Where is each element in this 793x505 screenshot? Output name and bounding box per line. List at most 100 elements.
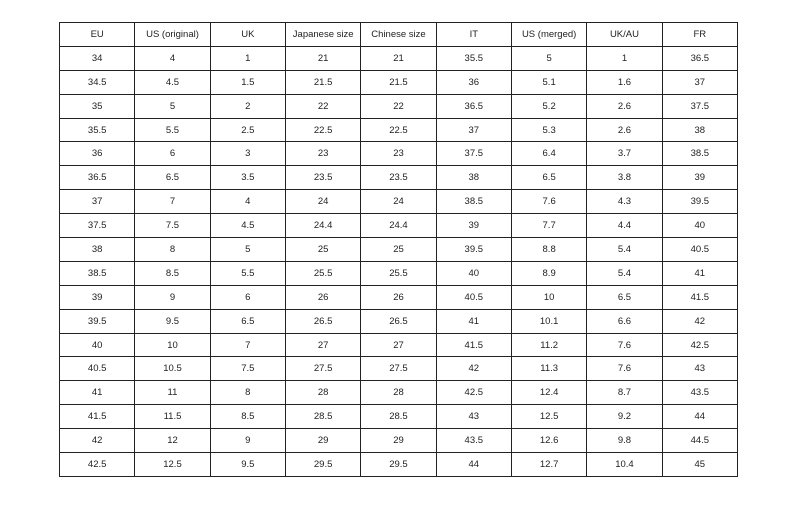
table-cell: 41 <box>58 380 136 406</box>
table-cell: 11.2 <box>510 332 588 358</box>
table-cell: 6 <box>134 141 211 167</box>
table-cell: 7.7 <box>510 213 588 239</box>
table-cell: 6.4 <box>510 141 588 167</box>
table-cell: 4 <box>134 45 211 71</box>
table-cell: 22.5 <box>360 117 437 143</box>
table-cell: 11.3 <box>510 356 588 382</box>
table-cell: 22 <box>360 93 437 119</box>
table-cell: 35.5 <box>435 45 512 71</box>
table-cell: 45 <box>661 452 739 477</box>
table-cell: 28 <box>284 380 362 406</box>
table-cell: 4.5 <box>134 69 211 95</box>
table-cell: 34.5 <box>58 69 136 95</box>
table-cell: 39 <box>58 284 136 310</box>
table-cell: 35 <box>58 93 136 119</box>
table-cell: 43 <box>435 404 512 430</box>
table-cell: 40.5 <box>661 237 739 262</box>
table-cell: 7 <box>209 332 286 358</box>
table-cell: 5.3 <box>510 117 588 143</box>
table-cell: 23.5 <box>360 165 437 191</box>
table-cell: 42.5 <box>435 380 512 406</box>
table-cell: 10.1 <box>510 308 588 334</box>
table-cell: 37.5 <box>58 213 136 239</box>
table-cell: 2 <box>209 93 286 119</box>
table-cell: 36.5 <box>661 45 739 71</box>
table-row: 38 8 5 25 25 39.5 8.8 5.4 40.5 <box>58 237 739 262</box>
table-cell: 9.8 <box>586 428 663 454</box>
table-cell: 21 <box>284 45 362 71</box>
table-cell: 12.5 <box>134 452 211 477</box>
table-cell: 38 <box>58 237 136 262</box>
table-cell: 8.5 <box>209 404 286 430</box>
table-cell: 12.7 <box>510 452 588 477</box>
table-cell: 26 <box>360 284 437 310</box>
table-cell: 23 <box>284 141 362 167</box>
table-cell: 24 <box>360 189 437 215</box>
table-cell: 34 <box>58 45 136 71</box>
table-cell: 27.5 <box>360 356 437 382</box>
table-cell: 5.4 <box>586 260 663 286</box>
table-cell: 38.5 <box>661 141 739 167</box>
table-cell: 2.6 <box>586 117 663 143</box>
table-cell: 40 <box>435 260 512 286</box>
table-cell: 37 <box>58 189 136 215</box>
table-cell: 43.5 <box>661 380 739 406</box>
table-cell: 7.6 <box>510 189 588 215</box>
shoe-size-table: EU US (original) UK Japanese size Chinese si… <box>58 22 739 477</box>
column-header: UK <box>209 22 286 47</box>
column-header: UK/AU <box>586 22 663 47</box>
table-cell: 7.5 <box>209 356 286 382</box>
table-cell: 8.9 <box>510 260 588 286</box>
table-cell: 41 <box>661 260 739 286</box>
table-cell: 3 <box>209 141 286 167</box>
table-cell: 24 <box>284 189 362 215</box>
table-cell: 29.5 <box>284 452 362 477</box>
table-row: 40 10 7 27 27 41.5 11.2 7.6 42.5 <box>58 332 739 358</box>
column-header: IT <box>435 22 512 47</box>
column-header: FR <box>661 22 739 47</box>
table-cell: 27 <box>360 332 437 358</box>
table-cell: 5 <box>134 93 211 119</box>
table-cell: 26 <box>284 284 362 310</box>
table-cell: 21 <box>360 45 437 71</box>
table-cell: 37 <box>435 117 512 143</box>
table-cell: 38 <box>435 165 512 191</box>
table-cell: 4 <box>209 189 286 215</box>
table-cell: 10.4 <box>586 452 663 477</box>
table-cell: 10 <box>134 332 211 358</box>
table-cell: 24.4 <box>284 213 362 239</box>
table-cell: 6 <box>209 284 286 310</box>
table-cell: 11.5 <box>134 404 211 430</box>
table-cell: 6.5 <box>586 284 663 310</box>
table-cell: 3.5 <box>209 165 286 191</box>
table-row: 37 7 4 24 24 38.5 7.6 4.3 39.5 <box>58 189 739 215</box>
table-cell: 39.5 <box>661 189 739 215</box>
table-cell: 6.5 <box>510 165 588 191</box>
table-cell: 36 <box>58 141 136 167</box>
table-cell: 29 <box>284 428 362 454</box>
table-cell: 41 <box>435 308 512 334</box>
table-cell: 7.6 <box>586 356 663 382</box>
table-cell: 40 <box>58 332 136 358</box>
table-cell: 27.5 <box>284 356 362 382</box>
table-cell: 25 <box>360 237 437 262</box>
table-row: 34 4 1 21 21 35.5 5 1 36.5 <box>58 45 739 71</box>
table-cell: 25.5 <box>284 260 362 286</box>
table-cell: 10.5 <box>134 356 211 382</box>
table-cell: 29 <box>360 428 437 454</box>
table-cell: 6.6 <box>586 308 663 334</box>
table-cell: 10 <box>510 284 588 310</box>
table-cell: 9.5 <box>209 452 286 477</box>
table-cell: 1 <box>209 45 286 71</box>
table-cell: 40 <box>661 213 739 239</box>
table-cell: 22 <box>284 93 362 119</box>
table-row: 37.5 7.5 4.5 24.4 24.4 39 7.7 4.4 40 <box>58 213 739 239</box>
table-cell: 41.5 <box>661 284 739 310</box>
column-header: US (original) <box>134 22 211 47</box>
column-header: US (merged) <box>510 22 588 47</box>
column-header: Chinese size <box>360 22 437 47</box>
table-cell: 2.6 <box>586 93 663 119</box>
table-cell: 7.5 <box>134 213 211 239</box>
table-cell: 39 <box>435 213 512 239</box>
table-row: 41.5 11.5 8.5 28.5 28.5 43 12.5 9.2 44 <box>58 404 739 430</box>
